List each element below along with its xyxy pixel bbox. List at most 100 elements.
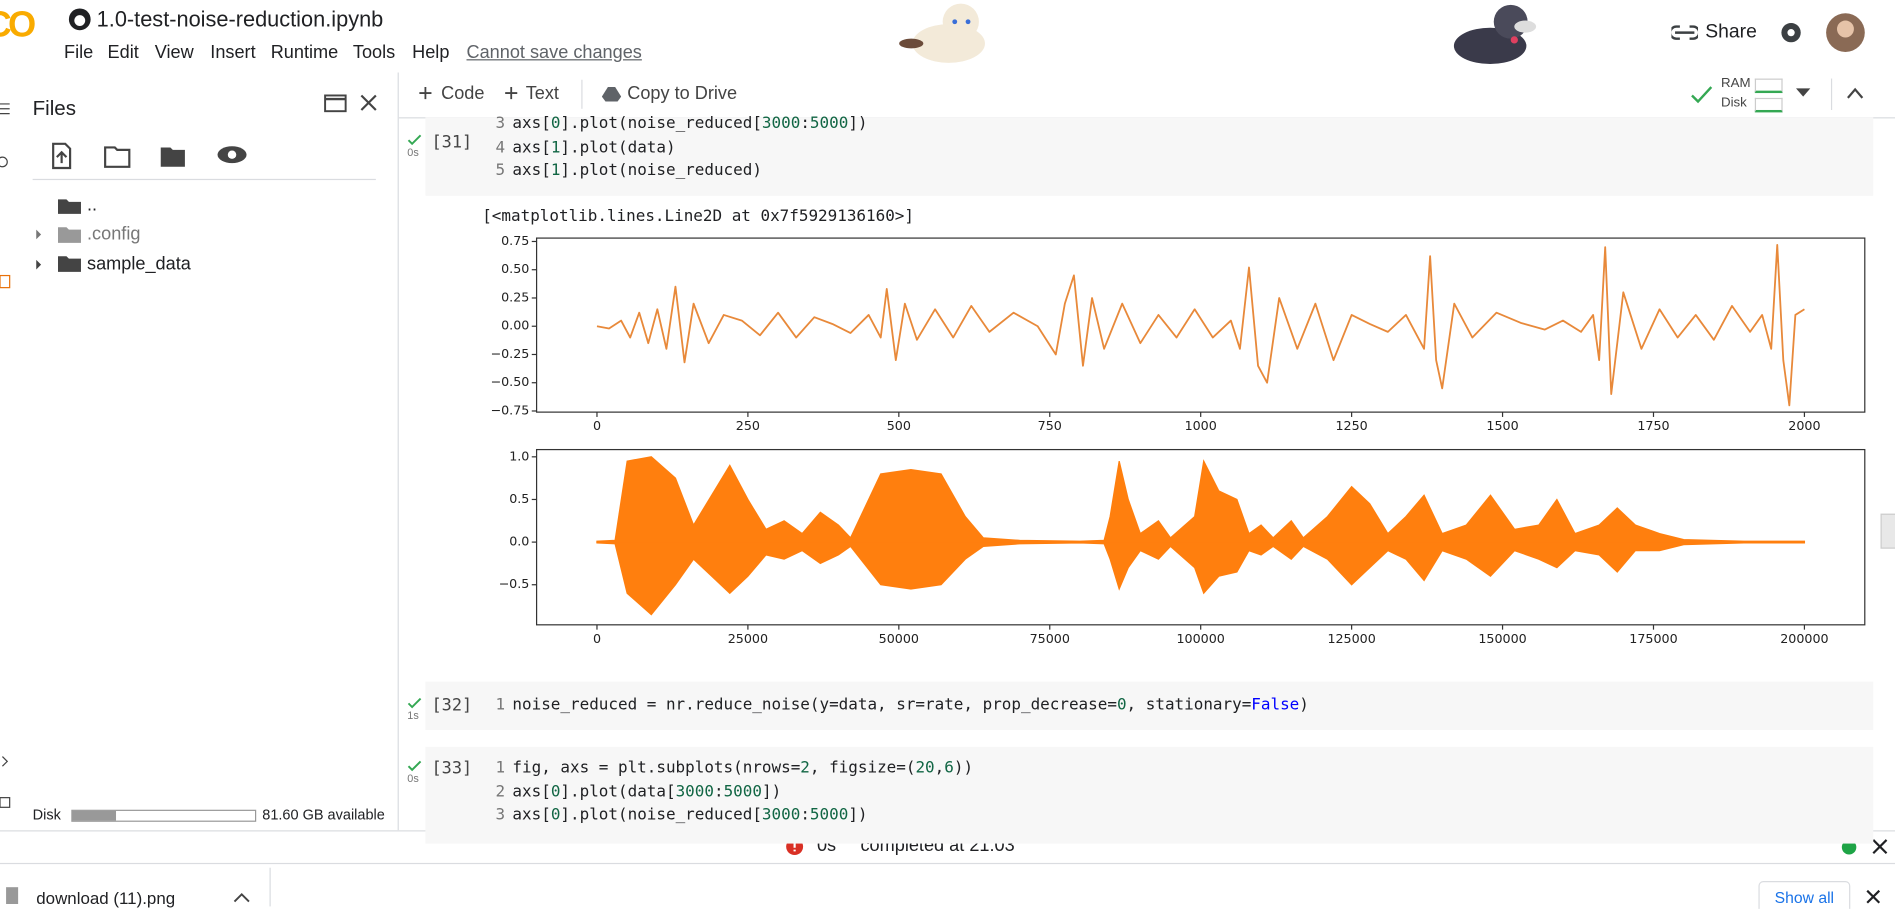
ram-meter [1754, 78, 1783, 94]
file-tree-item[interactable]: sample_data [87, 253, 191, 275]
menu-item[interactable]: Insert [210, 42, 256, 63]
copy-to-drive-button[interactable]: Copy to Drive [627, 83, 738, 104]
execution-count[interactable]: [33] [431, 758, 473, 779]
notebook-title[interactable]: 1.0-test-noise-reduction.ipynb [96, 7, 384, 32]
code-token: 2 [800, 758, 810, 778]
code-token: 3000 [761, 114, 801, 133]
disk-label: Disk [32, 806, 61, 824]
x-tick-label: 0 [593, 631, 601, 646]
code-token: axs[ [512, 806, 551, 825]
dog-sticker [1453, 4, 1537, 65]
run-success-icon [407, 760, 422, 772]
disk-meter [1754, 97, 1783, 113]
sidebar-controls[interactable] [324, 92, 384, 116]
code-cell [425, 681, 1874, 730]
x-tick-label: 25000 [728, 631, 768, 646]
code-token: 1 [550, 161, 561, 181]
x-tick-label: 2000 [1788, 418, 1820, 433]
waveform-area [596, 541, 1806, 616]
code-token: 0 [550, 782, 561, 801]
execution-count[interactable]: [31] [431, 132, 473, 153]
share-button[interactable]: Share [1705, 21, 1757, 43]
menu-item[interactable]: Tools [352, 42, 396, 63]
menu-item[interactable]: Edit [107, 42, 139, 63]
close-status[interactable] [1872, 839, 1888, 855]
code-token: 3000 [675, 782, 714, 801]
collapse-header[interactable] [1847, 87, 1864, 99]
divider [269, 867, 271, 907]
code-token: axs[ [512, 782, 551, 801]
x-tick-label: 100000 [1177, 631, 1225, 646]
code-token: ].plot(noise_reduced[ [560, 114, 762, 133]
github-icon [68, 8, 91, 31]
cell-output-figure: 0.750.500.250.00−0.25−0.50−0.750 250 500 75… [491, 233, 1866, 646]
scroll-marker [1880, 513, 1895, 549]
line-number: 5 [495, 161, 506, 181]
code-line[interactable]: fig, axs = plt.subplots(nrows=2, figsize… [512, 758, 973, 780]
code-token: axs[ [512, 138, 551, 157]
code-token: ].plot(noise_reduced) [560, 161, 762, 181]
x-tick-label: 75000 [1030, 631, 1070, 646]
download-item[interactable]: download (11).png [36, 888, 176, 908]
divider [32, 178, 376, 181]
x-tick-label: 0 [593, 418, 601, 433]
settings-icon[interactable] [1778, 19, 1805, 46]
y-tick-label: −0.5 [499, 576, 530, 591]
x-tick-label: 200000 [1780, 631, 1828, 646]
code-token: False [1251, 696, 1300, 715]
toolbar [398, 72, 1895, 119]
y-tick-label: 0.75 [501, 233, 529, 248]
run-success-icon [407, 697, 422, 709]
line-number: 4 [495, 138, 506, 157]
file-tree-item[interactable]: .config [87, 223, 141, 245]
file-tree-icons [36, 199, 81, 272]
save-status[interactable]: Cannot save changes [466, 42, 642, 63]
execution-count[interactable]: [32] [431, 696, 473, 716]
menu-item[interactable]: Help [412, 42, 450, 63]
run-duration: 0s [407, 146, 419, 159]
waveform-area [596, 456, 1806, 543]
y-tick-label: 0.5 [509, 491, 529, 506]
close-downloads[interactable] [1866, 889, 1881, 904]
code-line[interactable]: axs[1].plot(noise_reduced) [512, 161, 762, 183]
code-line[interactable]: axs[0].plot(data[3000:5000]) [512, 781, 781, 803]
download-options[interactable] [233, 892, 250, 903]
code-line[interactable]: axs[0].plot(noise_reduced[3000:5000]) [512, 805, 867, 827]
code-line[interactable]: axs[0].plot(noise_reduced[3000:5000]) [512, 114, 867, 136]
x-tick-label: 175000 [1629, 631, 1677, 646]
file-tree-item[interactable]: .. [87, 194, 98, 216]
add-code-button[interactable]: Code [441, 83, 485, 104]
code-token: axs[ [512, 161, 551, 181]
colab-logo[interactable]: CO [0, 4, 36, 45]
add-text-button[interactable]: Text [525, 83, 559, 104]
avatar[interactable] [1825, 12, 1866, 53]
menu-item[interactable]: Runtime [270, 42, 339, 63]
file-actions[interactable] [48, 140, 253, 171]
x-tick-label: 1000 [1185, 418, 1217, 433]
code-cell [425, 117, 1874, 196]
code-token: axs[ [512, 114, 551, 133]
menu-item[interactable]: View [154, 42, 194, 63]
disk-usage-bar [71, 809, 257, 822]
code-token: ]) [848, 114, 868, 133]
code-token: 1 [550, 138, 561, 157]
code-token: 0 [550, 114, 561, 133]
code-line[interactable]: noise_reduced = nr.reduce_noise(y=data, … [512, 695, 1308, 717]
menu-item[interactable]: File [64, 42, 94, 63]
divider [581, 79, 583, 109]
plus-icon [419, 87, 432, 100]
line-number: 1 [495, 696, 506, 715]
y-tick-label: 0.25 [501, 289, 529, 304]
run-success-icon [407, 134, 422, 146]
resources-dropdown[interactable] [1795, 88, 1811, 98]
sidebar-title: Files [32, 96, 77, 120]
show-all-button[interactable]: Show all [1758, 881, 1851, 909]
plus-icon [505, 87, 518, 100]
code-token: ]) [848, 806, 868, 825]
code-line[interactable]: axs[1].plot(data) [512, 137, 675, 159]
cat-sticker [899, 3, 985, 63]
axes-frame [535, 237, 1866, 413]
code-token: 20 [915, 758, 935, 778]
code-token: )) [953, 758, 974, 778]
code-token: 5000 [723, 782, 762, 801]
